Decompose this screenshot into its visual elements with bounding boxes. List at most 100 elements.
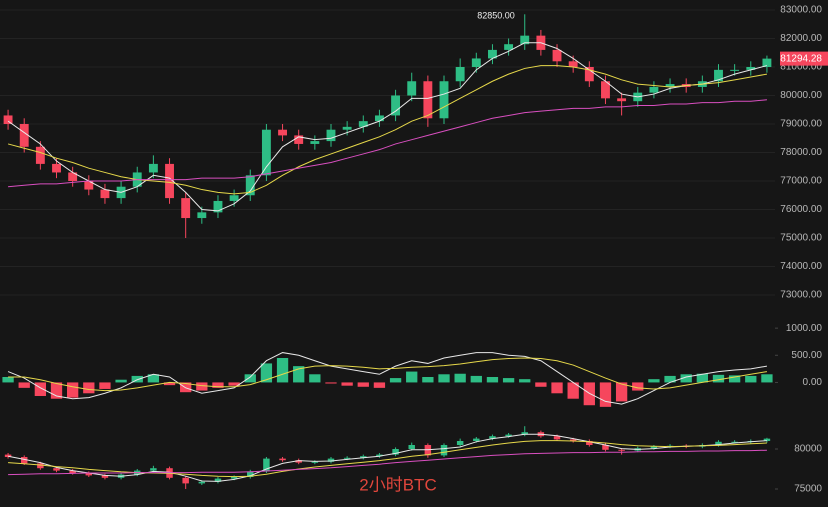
candle-body xyxy=(342,126,352,130)
y-tick-label: 83000.00 xyxy=(780,5,822,16)
candle-body xyxy=(326,129,336,142)
candle-body xyxy=(423,81,433,119)
candle-body xyxy=(731,441,738,443)
candle-body xyxy=(213,200,223,213)
candle-body xyxy=(601,81,610,99)
macd-bar xyxy=(615,382,628,402)
macd-bar xyxy=(454,373,466,383)
candle-body xyxy=(715,441,722,445)
candle-body xyxy=(100,189,110,199)
watermark: 2小时BTC xyxy=(359,475,436,494)
candle-body xyxy=(343,457,351,459)
candle-body xyxy=(584,67,594,82)
candle-body xyxy=(489,436,496,439)
y-tick-label: 80000.00 xyxy=(780,90,822,101)
macd-bar xyxy=(293,366,305,383)
candle-body xyxy=(358,121,368,127)
y-tick-label: 81000.00 xyxy=(780,62,822,73)
candle-body xyxy=(456,441,464,445)
candle-body xyxy=(649,86,659,93)
candle-body xyxy=(520,35,530,45)
y-tick-label: 77000.00 xyxy=(780,176,822,187)
candle-body xyxy=(101,475,109,478)
macd-bar xyxy=(632,382,644,391)
candle-body xyxy=(261,129,271,176)
ma-line xyxy=(7,352,768,405)
candle-body xyxy=(278,129,287,136)
macd-bar xyxy=(276,358,289,383)
macd-bar xyxy=(422,377,434,383)
candle-body xyxy=(407,81,417,96)
macd-bar xyxy=(34,382,47,396)
macd-bar xyxy=(745,375,757,383)
candle-body xyxy=(197,212,207,219)
y-tick-label: 1000.00 xyxy=(786,323,823,334)
macd-bar xyxy=(18,382,30,388)
macd-bar xyxy=(406,371,418,383)
candle-body xyxy=(602,445,609,450)
macd-bar xyxy=(147,374,160,383)
macd-bar xyxy=(486,377,499,383)
candle-body xyxy=(165,163,174,199)
candle-body xyxy=(504,44,514,50)
candle-body xyxy=(730,69,740,71)
macd-bar xyxy=(341,382,353,386)
macd-bar xyxy=(309,374,321,383)
last-price: 81294.28 xyxy=(780,53,822,64)
candle-body xyxy=(69,470,76,473)
macd-bar xyxy=(470,375,482,383)
candle-body xyxy=(198,481,206,484)
max-label: 82850.00 xyxy=(477,11,515,21)
candle-body xyxy=(586,441,593,445)
candle-body xyxy=(311,461,319,463)
macd-bar xyxy=(357,382,369,387)
candle-body xyxy=(37,463,44,469)
y-tick-label: 76000.00 xyxy=(780,204,822,215)
macd-bar xyxy=(438,374,450,383)
candle-body xyxy=(762,58,772,67)
candle-body xyxy=(230,477,238,479)
candle-body xyxy=(392,449,399,455)
candle-body xyxy=(505,434,512,437)
candle-body xyxy=(85,473,93,476)
macd-bar xyxy=(131,375,143,383)
macd-bar xyxy=(680,374,692,383)
y-tick-label: 0.00 xyxy=(803,377,823,388)
candle-body xyxy=(3,115,13,124)
candle-body xyxy=(488,49,497,59)
candle-body xyxy=(20,457,28,464)
macd-bar xyxy=(228,382,240,386)
candle-body xyxy=(295,460,302,463)
macd-bar xyxy=(712,374,725,383)
candle-body xyxy=(439,81,449,119)
macd-bar xyxy=(50,382,63,399)
macd-bar xyxy=(502,378,515,383)
candle-body xyxy=(714,69,723,82)
macd-bar xyxy=(519,379,531,383)
candle-body xyxy=(229,195,239,201)
y-tick-label: 82000.00 xyxy=(780,33,822,44)
candle-body xyxy=(310,141,320,144)
candle-body xyxy=(53,468,60,471)
candle-body xyxy=(84,181,94,190)
candle-body xyxy=(4,454,12,457)
candle-body xyxy=(455,67,465,82)
macd-bar xyxy=(599,382,612,407)
ma-line xyxy=(8,449,767,476)
candle-body xyxy=(279,458,286,461)
candle-body xyxy=(19,124,29,147)
macd-bar xyxy=(389,378,402,383)
macd-bar xyxy=(325,382,337,384)
y-tick-label: 75000.00 xyxy=(780,233,822,244)
ma-line xyxy=(8,357,768,392)
y-tick-label: 74000.00 xyxy=(780,261,822,272)
candle-body xyxy=(35,146,45,164)
ma-line xyxy=(7,65,768,195)
macd-bar xyxy=(67,382,79,398)
y-tick-label: 79000.00 xyxy=(780,119,822,130)
candle-body xyxy=(376,454,383,457)
candle-body xyxy=(665,84,675,87)
candle-body xyxy=(617,98,627,102)
candle-body xyxy=(182,477,189,484)
